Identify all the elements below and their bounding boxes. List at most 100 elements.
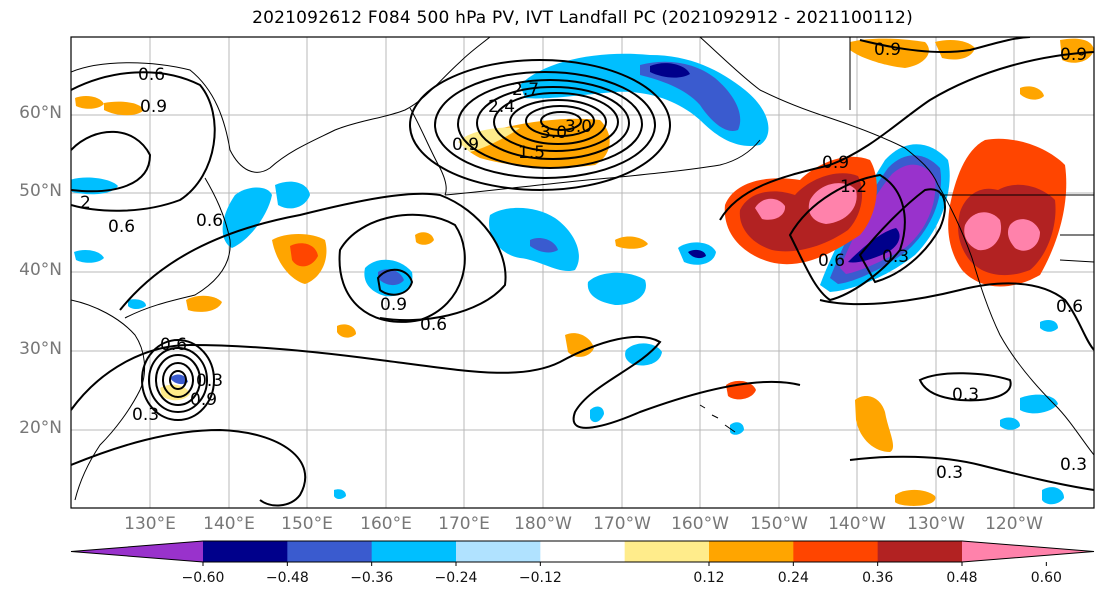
shade-pos-west-ridge-pink1 (755, 198, 786, 220)
shade-neg-e3 (1042, 487, 1064, 505)
colorbar-tick-label: −0.36 (350, 570, 394, 586)
contour-east-1 (719, 51, 1094, 221)
contour-label: 0.9 (874, 40, 901, 60)
contour-label: 0.3 (132, 405, 159, 425)
colorbar-tick-label: 0.60 (1030, 570, 1062, 586)
colorbar (70, 540, 1095, 563)
contour-label: 0.3 (882, 247, 909, 267)
lon-label: 150°W (750, 514, 808, 534)
lat-label: 40°N (19, 260, 62, 280)
colorbar-tick-label: 0.36 (862, 570, 894, 586)
lon-label: 160°W (671, 514, 729, 534)
colorbar-extend-max (962, 541, 1094, 562)
contour-east-2 (788, 173, 906, 302)
contour-south-1 (71, 335, 801, 429)
shade-neg-e2 (1040, 320, 1058, 332)
contour-label: 0.9 (822, 153, 849, 173)
shade-pos-blob1 (615, 236, 648, 249)
colorbar-segment (540, 541, 626, 562)
contour-low-7 (525, 105, 595, 137)
contour-low-5 (493, 92, 619, 152)
lat-label: 20°N (19, 418, 62, 438)
shade-pos-pnw-dark (958, 184, 1056, 276)
shade-pos-blob4 (337, 324, 356, 338)
colorbar-segment (203, 541, 288, 562)
shade-pos-nc2 (935, 40, 975, 60)
lon-label: 140°W (828, 514, 886, 534)
contour-low-6 (509, 99, 607, 145)
colorbar-segment (624, 541, 710, 562)
colorbar-tick-label: 0.24 (777, 570, 809, 586)
colorbar-tick-label: −0.12 (518, 570, 562, 586)
contour-east-4 (819, 282, 1094, 351)
shade-neg-mid1-core (530, 238, 558, 253)
contour-label: 0.6 (818, 251, 845, 271)
contour-low-1 (409, 59, 671, 191)
contour-east-3 (858, 188, 946, 284)
border-canada (849, 37, 1094, 196)
shade-neg-mid2 (587, 272, 646, 305)
contour-label: 0.3 (936, 463, 963, 483)
shade-pos-blob3 (565, 333, 594, 357)
lon-label: 130°W (907, 514, 965, 534)
map-title: 2021092612 F084 500 hPa PV, IVT Landfall… (252, 8, 913, 28)
contour-label: 0.9 (452, 135, 479, 155)
lon-label: 120°W (985, 514, 1043, 534)
shade-pos-sea1 (186, 295, 222, 312)
shade-neg-mid4-core (688, 249, 706, 259)
contour-west-3 (119, 192, 507, 322)
contour-east-6 (849, 455, 1094, 491)
lon-label: 180°W (514, 514, 572, 534)
coast-japan (124, 177, 231, 319)
contour-label: 3.0 (540, 123, 567, 143)
shade-neg-s1 (590, 406, 604, 423)
contour-low-8 (540, 111, 582, 131)
colorbar-segment (287, 541, 373, 562)
lon-label: 170°W (593, 514, 651, 534)
contour-label: 0.3 (952, 385, 979, 405)
contour-label: 0.9 (380, 295, 407, 315)
shade-neg-w2 (128, 299, 146, 309)
contour-label: 0.9 (140, 97, 167, 117)
lon-label: 170°E (438, 514, 490, 534)
colorbar-tick-label: −0.60 (181, 570, 225, 586)
colorbar-segment (877, 541, 963, 562)
colorbar-extend-min (71, 541, 203, 562)
contour-label: 0.6 (196, 211, 223, 231)
contour-center-2 (376, 268, 414, 296)
coast-kamchatka (409, 107, 447, 196)
contour-labels: 0.6 0.9 0.9 2 0.6 0.9 0.6 0.3 0.6 0.9 2.… (80, 40, 1087, 483)
colorbar-tick-label: 0.48 (946, 570, 978, 586)
contour-label: 0.3 (1060, 455, 1087, 475)
contour-south-2 (71, 428, 307, 507)
contour-ty-4 (162, 362, 194, 398)
colorbar-segment (371, 541, 457, 562)
lon-label: 150°E (281, 514, 333, 534)
shade-neg-w1 (74, 250, 104, 263)
contour-label: 3.0 (565, 117, 592, 137)
map-plot-area: 0.6 0.9 0.9 2 0.6 0.9 0.6 0.3 0.6 0.9 2.… (71, 37, 1094, 508)
shade-neg-bering-core (650, 63, 690, 78)
contour-label: 2.4 (488, 97, 515, 117)
lon-label: 140°E (203, 514, 255, 534)
contour-low-3 (457, 79, 643, 169)
colorbar-segment (709, 541, 794, 562)
contour-north-east (859, 37, 1031, 53)
shade-neg-bering-mid (640, 61, 741, 131)
contour-label: 0.9 (1060, 45, 1087, 65)
coast-hawaii (699, 404, 736, 433)
contour-ty-5 (169, 370, 187, 390)
lon-label: 130°E (124, 514, 176, 534)
contour-east-5 (918, 372, 1012, 402)
contour-center-1 (338, 213, 466, 323)
lon-label: 160°E (360, 514, 412, 534)
colorbar-segment (456, 541, 541, 562)
colorbar-segments (71, 541, 1094, 562)
contour-label: 0.6 (420, 315, 447, 335)
contour-label: 1.2 (840, 177, 867, 197)
shade-pos-nc1 (850, 38, 929, 68)
contour-label: 0.6 (108, 217, 135, 237)
contour-west-2 (71, 130, 152, 193)
shade-pos-japan-core (290, 243, 318, 267)
